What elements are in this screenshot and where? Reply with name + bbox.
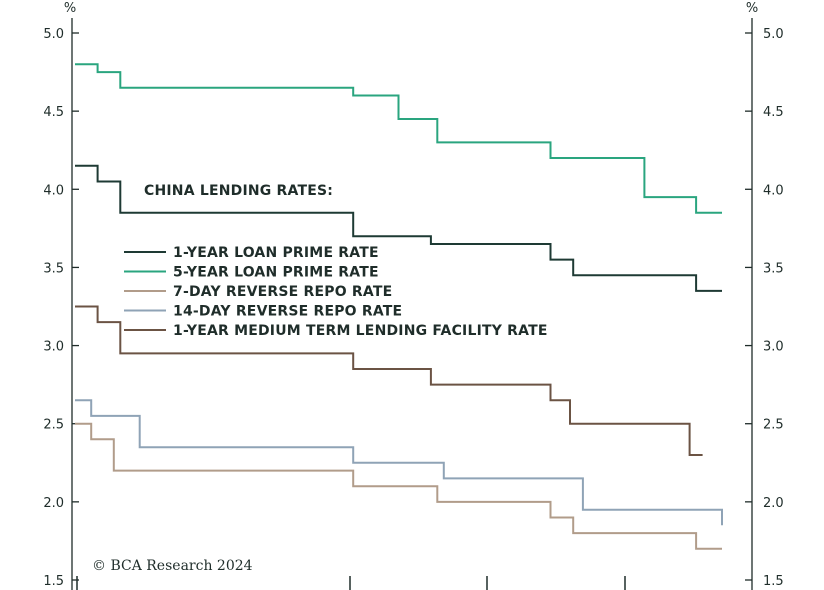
series-line-4 [75, 399, 723, 526]
series-line-3 [75, 422, 722, 550]
copyright-text: © BCA Research 2024 [92, 558, 253, 574]
left-y-tick-label: 4.5 [43, 105, 64, 120]
right-y-axis: 5.0 4.5 4.0 3.5 3.0 2.5 2.0 1.5 [745, 27, 784, 589]
left-y-tick-label: 3.5 [43, 261, 64, 276]
legend-label-5: 1-YEAR MEDIUM TERM LENDING FACILITY RATE [173, 323, 548, 339]
left-unit-label: % [64, 1, 76, 16]
legend-label-2: 5-YEAR LOAN PRIME RATE [173, 265, 379, 281]
right-y-tick-label: 3.0 [763, 340, 784, 355]
left-y-tick-label: 3.0 [43, 340, 64, 355]
left-y-tick-label: 1.5 [43, 574, 64, 589]
right-y-tick-label: 4.0 [763, 183, 784, 198]
right-y-tick-label: 2.5 [763, 418, 784, 433]
left-y-tick-label: 2.0 [43, 496, 64, 511]
legend: CHINA LENDING RATES: 1-YEAR LOAN PRIME R… [124, 183, 548, 339]
right-y-tick-label: 4.5 [763, 105, 784, 120]
legend-title: CHINA LENDING RATES: [144, 183, 333, 199]
legend-label-4: 14-DAY REVERSE REPO RATE [173, 304, 402, 320]
right-y-tick-label: 3.5 [763, 261, 784, 276]
series-line-1 [75, 164, 722, 292]
series-line-2 [75, 63, 722, 214]
right-y-tick-label: 1.5 [763, 574, 784, 589]
series-layer [75, 63, 723, 550]
right-y-tick-label: 2.0 [763, 496, 784, 511]
right-unit-label: % [746, 1, 758, 16]
left-y-axis: 5.0 4.5 4.0 3.5 3.0 2.5 2.0 1.5 [43, 27, 79, 589]
x-axis-ticks [76, 576, 626, 590]
series-line-5 [75, 305, 703, 456]
right-y-tick-label: 5.0 [763, 27, 784, 42]
left-y-tick-label: 5.0 [43, 27, 64, 42]
left-y-tick-label: 2.5 [43, 418, 64, 433]
left-y-tick-label: 4.0 [43, 183, 64, 198]
legend-label-1: 1-YEAR LOAN PRIME RATE [173, 245, 379, 261]
legend-label-3: 7-DAY REVERSE REPO RATE [173, 284, 392, 300]
